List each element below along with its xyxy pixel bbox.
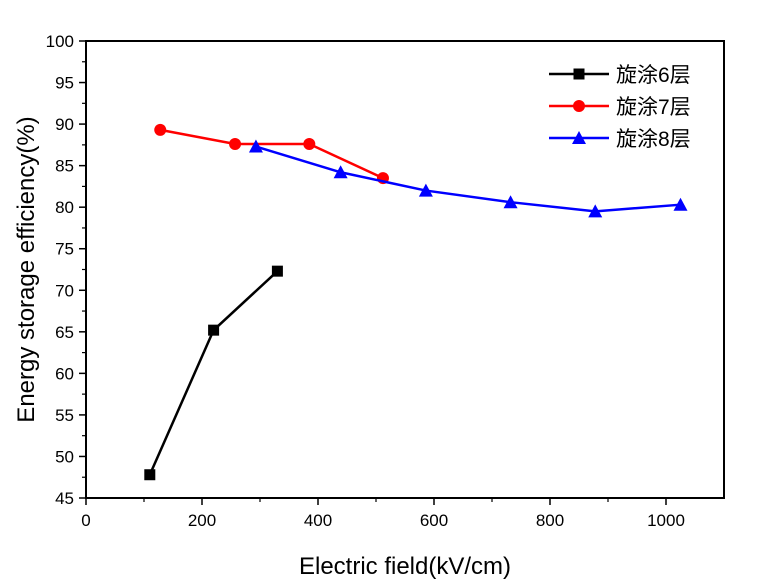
legend-marker bbox=[572, 131, 586, 144]
y-tick-label: 90 bbox=[55, 115, 74, 134]
legend-label: 旋涂8层 bbox=[616, 128, 691, 151]
y-tick-label: 100 bbox=[46, 32, 74, 51]
data-point bbox=[303, 138, 316, 151]
legend-marker bbox=[573, 100, 585, 112]
legend-item: 旋涂8层 bbox=[549, 128, 691, 151]
data-point bbox=[229, 138, 242, 151]
x-tick-label: 400 bbox=[304, 511, 332, 530]
data-point bbox=[673, 197, 688, 211]
axis-ticks: 0 200 400 600 800 1000 45 50 55 60 65 70 75 80 85 90 95 1… bbox=[46, 32, 685, 530]
y-tick-label: 95 bbox=[55, 74, 74, 93]
data-point bbox=[208, 324, 220, 336]
y-tick-label: 50 bbox=[55, 447, 74, 466]
data-point bbox=[588, 204, 603, 218]
x-tick-label: 200 bbox=[188, 511, 216, 530]
data-point bbox=[333, 165, 348, 179]
legend-label: 旋涂6层 bbox=[616, 64, 691, 87]
legend-marker bbox=[573, 68, 585, 80]
x-tick-label: 0 bbox=[81, 511, 90, 530]
x-tick-label: 1000 bbox=[647, 511, 685, 530]
y-tick-label: 70 bbox=[55, 281, 74, 300]
series-1 bbox=[144, 265, 283, 481]
data-point bbox=[271, 265, 283, 277]
series-line bbox=[255, 145, 681, 213]
data-point bbox=[248, 139, 263, 153]
y-tick-label: 85 bbox=[55, 157, 74, 176]
x-axis-label: Electric field(kV/cm) bbox=[299, 553, 511, 580]
data-point bbox=[418, 183, 433, 197]
y-tick-label: 60 bbox=[55, 364, 74, 383]
y-axis-label: Energy storage efficiency(%) bbox=[13, 116, 40, 422]
data-point bbox=[154, 123, 167, 136]
y-tick-label: 55 bbox=[55, 406, 74, 425]
data-point bbox=[503, 195, 518, 209]
y-tick-label: 75 bbox=[55, 240, 74, 259]
series-3 bbox=[248, 139, 688, 218]
series-line bbox=[160, 128, 384, 180]
x-tick-label: 600 bbox=[420, 511, 448, 530]
series-line bbox=[148, 270, 279, 476]
y-tick-label: 80 bbox=[55, 198, 74, 217]
series-layer bbox=[144, 123, 688, 481]
x-tick-label: 800 bbox=[536, 511, 564, 530]
y-tick-label: 65 bbox=[55, 323, 74, 342]
legend-item: 旋涂6层 bbox=[549, 64, 691, 87]
y-tick-label: 45 bbox=[55, 489, 74, 508]
data-point bbox=[144, 469, 156, 481]
legend-item: 旋涂7层 bbox=[549, 96, 691, 119]
legend-label: 旋涂7层 bbox=[616, 96, 691, 119]
